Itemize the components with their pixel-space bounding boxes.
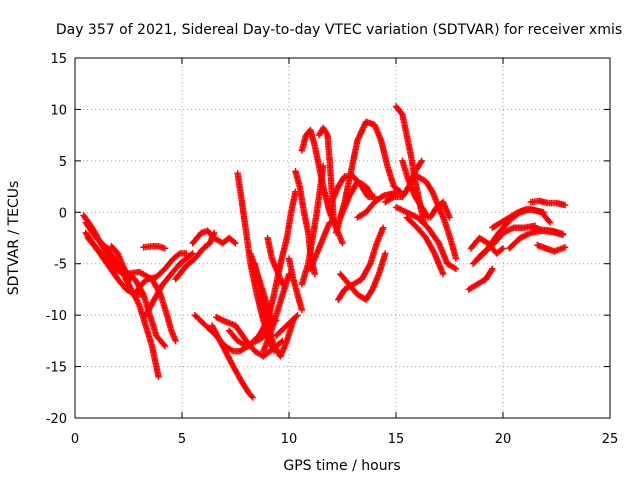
data-point-marker	[263, 318, 271, 325]
data-point-marker	[127, 275, 134, 283]
y-tick-label: -15	[46, 361, 67, 376]
data-point-marker	[249, 394, 256, 401]
data-point-marker	[366, 261, 373, 269]
x-tick-label: 5	[178, 432, 186, 447]
data-point-marker	[439, 270, 447, 278]
data-point-marker	[389, 194, 396, 201]
data-point-marker	[379, 224, 387, 231]
data-point-marker	[172, 337, 179, 345]
y-axis-label: SDTVAR / TECUs	[6, 181, 22, 296]
plot-frame	[74, 57, 611, 419]
data-point-marker	[188, 251, 195, 258]
data-point-marker	[382, 250, 389, 257]
data-point-marker	[513, 209, 520, 217]
data-point-marker	[175, 251, 182, 258]
data-point-marker	[155, 373, 162, 381]
data-point-marker	[268, 317, 276, 324]
data-point-marker	[489, 265, 496, 273]
data-point-marker	[139, 289, 146, 297]
data-point-marker	[430, 248, 437, 256]
data-point-marker	[311, 270, 318, 278]
data-point-marker	[279, 281, 286, 288]
data-point-marker	[368, 192, 375, 199]
data-point-marker	[161, 245, 169, 252]
data-point-marker	[189, 250, 196, 257]
data-point-marker	[293, 313, 300, 320]
data-point-marker	[248, 392, 255, 400]
data-point-marker	[228, 347, 236, 354]
x-axis-label: GPS time / hours	[283, 458, 400, 474]
data-point-marker	[369, 193, 376, 201]
data-points	[80, 103, 569, 401]
data-point-marker	[298, 306, 306, 314]
y-tick-label: 10	[50, 103, 67, 118]
y-tick-label: 5	[59, 155, 67, 170]
axis-ticks: 0 5 10 15 20 25 -20 -15 -10 -5 0 5 10 15	[46, 52, 619, 447]
x-tick-label: 10	[281, 432, 298, 447]
data-point-marker	[161, 342, 169, 350]
data-point-marker	[499, 245, 507, 252]
data-point-marker	[138, 291, 145, 298]
data-point-marker	[126, 274, 134, 282]
data-point-marker	[232, 239, 239, 247]
x-tick-label: 0	[71, 432, 79, 447]
data-point-marker	[326, 219, 333, 226]
data-point-marker	[540, 209, 547, 216]
y-tick-label: -20	[46, 412, 67, 427]
data-point-marker	[488, 266, 495, 274]
data-point-marker	[452, 265, 460, 273]
data-point-marker	[546, 219, 554, 226]
data-point-marker	[545, 218, 553, 225]
x-tick-label: 25	[602, 432, 619, 447]
data-point-marker	[561, 244, 569, 251]
grid-lines	[75, 58, 610, 418]
data-point-marker	[498, 246, 505, 253]
data-point-marker	[418, 157, 425, 165]
data-point-marker	[561, 201, 569, 209]
chart-title: Day 357 of 2021, Sidereal Day-to-day VTE…	[56, 22, 622, 38]
data-point-marker	[339, 239, 346, 247]
data-point-marker	[559, 230, 567, 238]
data-point-marker	[294, 311, 301, 319]
data-point-marker	[451, 264, 458, 272]
y-tick-label: -5	[54, 258, 67, 273]
x-tick-label: 20	[495, 432, 512, 447]
y-tick-label: 15	[50, 52, 67, 67]
x-tick-label: 15	[388, 432, 405, 447]
y-tick-label: -10	[46, 309, 67, 324]
data-point-marker	[452, 255, 460, 262]
y-tick-label: 0	[59, 206, 67, 221]
data-point-marker	[446, 214, 453, 221]
data-point-marker	[231, 238, 238, 246]
data-point-marker	[417, 158, 425, 166]
data-point-marker	[160, 341, 168, 348]
